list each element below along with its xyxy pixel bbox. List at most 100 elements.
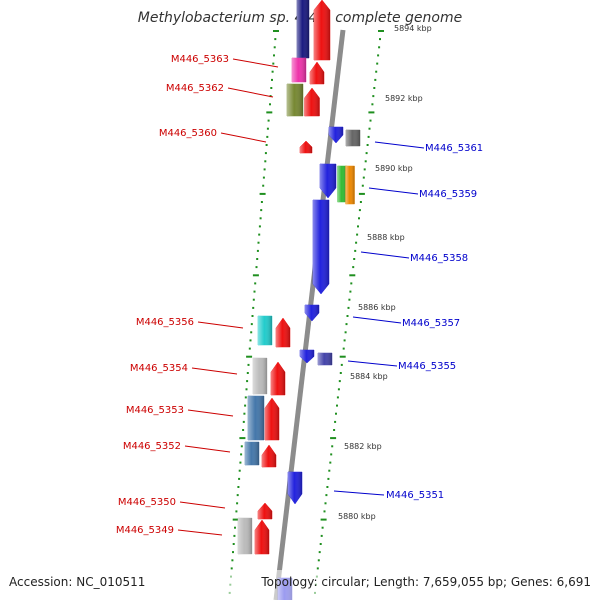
gene-feature-shading (288, 472, 302, 504)
gene-feature-shading (271, 362, 285, 395)
gene-glyphs (237, 0, 361, 600)
label-leader-line (333, 490, 385, 496)
ring-tick-left (240, 445, 243, 448)
gene-feature-shading (297, 0, 309, 58)
gene-label-m446-5350[interactable]: M446_5350 (118, 497, 176, 508)
gene-feature-shading (329, 127, 343, 143)
gene-feature-shading (248, 396, 264, 440)
gene-feature-shading (292, 58, 306, 82)
ring-tick-right (358, 217, 360, 220)
ring-tick-right (372, 95, 375, 98)
ring-tick-right (334, 420, 337, 423)
ring-tick-left (271, 70, 274, 73)
gene-feature-shading (318, 353, 332, 365)
ring-tick-right (368, 127, 371, 130)
gene-label-m446-5362[interactable]: M446_5362 (166, 83, 224, 94)
ring-tick-right (336, 404, 338, 407)
gene-label-m446-5359[interactable]: M446_5359 (419, 189, 477, 200)
ring-tick-right (353, 258, 356, 260)
ring-tick-right (319, 543, 322, 545)
ring-tick-left (239, 437, 246, 440)
ring-tick-right (357, 225, 359, 228)
gene-feature-shading (287, 84, 303, 116)
coord-label-5882: 5882 kbp (344, 442, 382, 451)
ring-tick-left (273, 54, 275, 57)
label-leader-line (177, 529, 223, 536)
ring-tick-left (274, 38, 277, 41)
ring-tick-left (266, 135, 269, 138)
ring-tick-left (231, 559, 234, 562)
ring-tick-right (333, 429, 336, 431)
label-leader-line (191, 367, 238, 375)
label-leader-line (374, 141, 425, 149)
gene-label-m446-5354[interactable]: M446_5354 (130, 363, 188, 374)
ring-tick-right (355, 241, 358, 244)
ring-tick-left (238, 477, 241, 480)
gene-label-m446-5357[interactable]: M446_5357 (402, 318, 460, 329)
ring-tick-left (251, 315, 254, 317)
gene-label-m446-5352[interactable]: M446_5352 (123, 441, 181, 452)
ring-tick-right (354, 249, 357, 252)
left-gene-labels: M446_5363 M446_5362 M446_5360 M446_5356 … (116, 54, 229, 536)
ring-tick-left (265, 144, 268, 146)
ring-tick-right (316, 567, 319, 570)
gene-label-m446-5361[interactable]: M446_5361 (425, 143, 483, 154)
ring-tick-right (338, 380, 341, 383)
label-leader-line (360, 251, 410, 259)
ring-tick-left (232, 551, 234, 554)
label-leader-line (232, 58, 279, 68)
ring-tick-right (375, 70, 378, 73)
ring-tick-left (264, 152, 267, 155)
ring-tick-right (339, 355, 346, 358)
ring-tick-left (246, 355, 253, 358)
ring-tick-right (327, 477, 330, 480)
ring-tick-right (324, 502, 327, 505)
gene-feature-shading (300, 350, 314, 363)
ring-tick-right (320, 534, 323, 537)
ring-tick-left (259, 217, 262, 220)
ring-tick-right (376, 62, 379, 65)
gene-label-m446-5360[interactable]: M446_5360 (159, 128, 217, 139)
gene-label-m446-5349[interactable]: M446_5349 (116, 525, 174, 536)
gene-label-m446-5351[interactable]: M446_5351 (386, 490, 444, 501)
label-leader-line (187, 409, 234, 417)
ring-tick-left (246, 372, 249, 374)
ring-tick-left (257, 241, 260, 244)
ring-tick-right (364, 160, 367, 163)
label-leader-line (197, 321, 244, 329)
right-dotted-ring (314, 30, 384, 594)
ring-tick-left (230, 567, 233, 570)
ring-tick-left (273, 46, 276, 49)
coord-label-5894: 5894 kbp (394, 24, 432, 33)
ring-tick-right (340, 363, 343, 366)
label-leader-line (368, 187, 419, 195)
gene-feature-shading (337, 166, 347, 202)
gene-label-m446-5353[interactable]: M446_5353 (126, 405, 184, 416)
ring-tick-left (262, 176, 265, 179)
ring-tick-right (345, 323, 348, 326)
gene-feature-shading (245, 442, 259, 465)
label-leader-line (347, 360, 398, 367)
ring-tick-left (250, 323, 253, 326)
ring-tick-right (356, 233, 359, 236)
ring-tick-left (267, 119, 270, 122)
gene-feature-shading (345, 166, 355, 204)
ring-tick-left (253, 290, 256, 293)
gene-label-m446-5358[interactable]: M446_5358 (410, 253, 468, 264)
gene-feature-shading (255, 520, 269, 554)
ring-tick-left (248, 347, 251, 350)
coord-label-5886: 5886 kbp (358, 303, 396, 312)
ring-tick-left (244, 404, 247, 407)
ring-tick-left (239, 461, 242, 464)
ring-tick-left (264, 160, 267, 163)
label-leader-line (227, 87, 274, 98)
coordinate-labels: 5894 kbp 5892 kbp 5890 kbp 5888 kbp 5886… (338, 24, 432, 521)
ring-tick-right (362, 176, 365, 179)
ring-tick-left (242, 429, 245, 431)
gene-label-m446-5356[interactable]: M446_5356 (136, 317, 194, 328)
ring-tick-right (321, 526, 324, 529)
gene-label-m446-5363[interactable]: M446_5363 (171, 54, 229, 65)
coord-label-5888: 5888 kbp (367, 233, 405, 242)
gene-label-m446-5355[interactable]: M446_5355 (398, 361, 456, 372)
